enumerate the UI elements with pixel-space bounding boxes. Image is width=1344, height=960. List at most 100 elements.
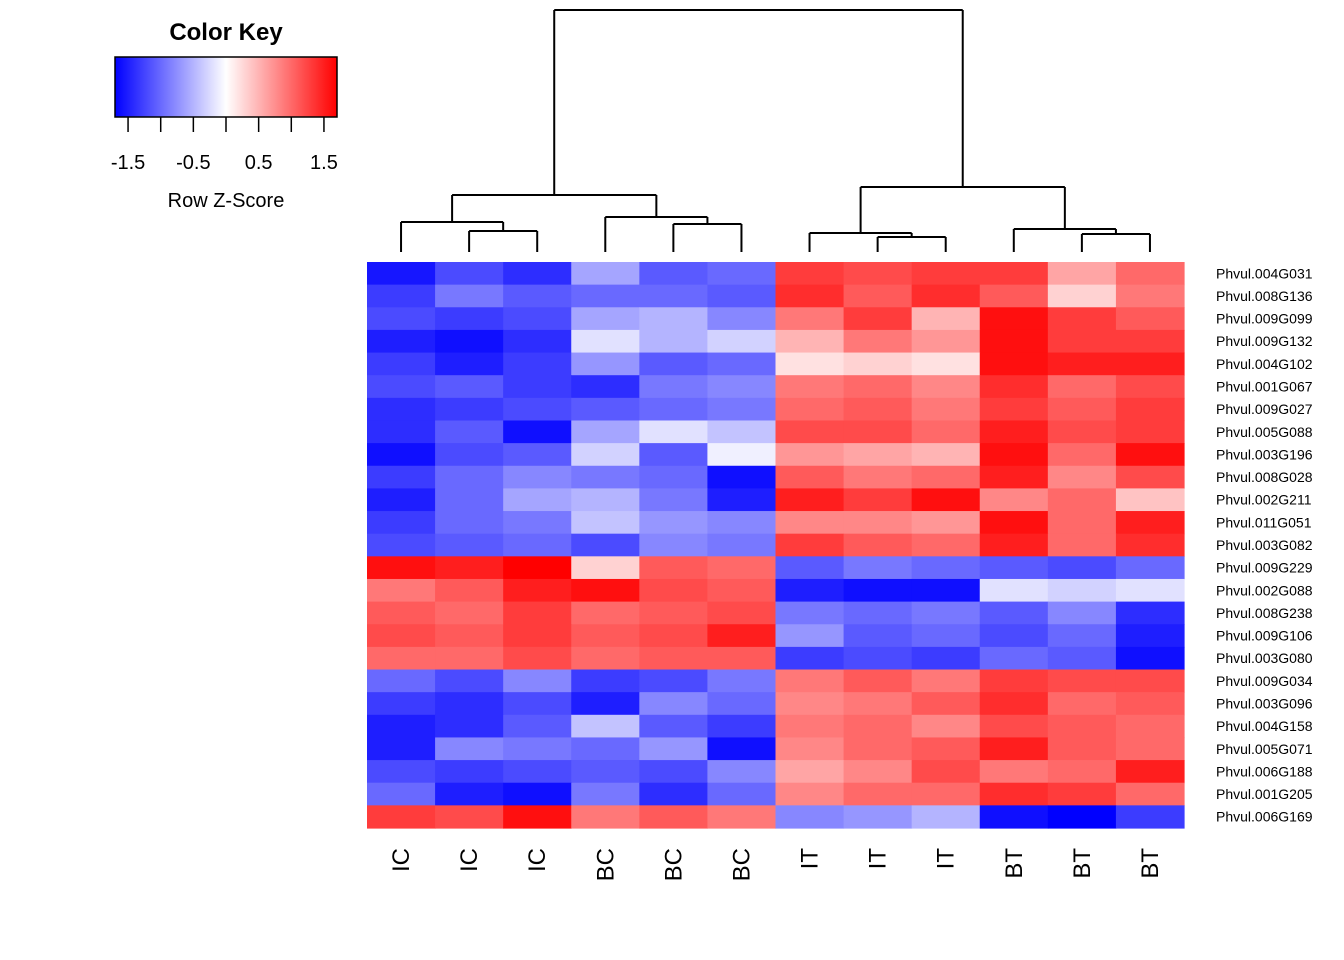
heatmap-cell — [979, 692, 1049, 716]
column-labels: IC IC IC BC BC BC IT IT IT BT BT BT — [388, 848, 1164, 882]
heatmap-cell — [367, 556, 436, 580]
heatmap-cell — [367, 465, 436, 489]
heatmap-cell — [639, 397, 709, 422]
heatmap-cell — [367, 511, 436, 535]
heatmap-cell — [639, 307, 709, 331]
row-label: Phvul.003G082 — [1216, 537, 1313, 553]
row-label: Phvul.008G136 — [1216, 288, 1313, 304]
heatmap-cell — [435, 692, 504, 716]
heatmap-cell — [1047, 760, 1117, 784]
heatmap-cell — [503, 805, 572, 829]
heatmap-cell — [639, 488, 709, 512]
heatmap-cell — [707, 737, 777, 761]
heatmap-cell — [435, 714, 504, 739]
heatmap-cell — [843, 352, 913, 376]
heatmap-cell — [639, 646, 709, 671]
heatmap-cell — [707, 397, 777, 422]
heatmap-cell — [979, 329, 1049, 354]
row-label: Phvul.009G034 — [1216, 673, 1313, 689]
heatmap-cell — [707, 511, 777, 535]
heatmap-cell — [843, 578, 913, 603]
heatmap-cell — [367, 397, 436, 422]
heatmap-cell — [367, 692, 436, 716]
heatmap-cell — [367, 420, 436, 444]
heatmap-cell — [503, 420, 572, 444]
heatmap-cell — [911, 805, 981, 829]
heatmap-cell — [775, 669, 845, 693]
heatmap-cell — [911, 420, 981, 444]
heatmap-cell — [1047, 669, 1117, 693]
heatmap-cell — [775, 805, 845, 829]
heatmap-cell — [503, 262, 572, 286]
heatmap-cell — [775, 533, 845, 557]
heatmap-cell — [911, 488, 981, 512]
color-key-gradient — [114, 56, 338, 118]
row-label: Phvul.009G229 — [1216, 560, 1313, 576]
heatmap-cell — [503, 714, 572, 739]
heatmap-cell — [367, 782, 436, 806]
heatmap-cell — [1115, 805, 1185, 829]
row-label: Phvul.009G027 — [1216, 401, 1313, 417]
heatmap-cell — [843, 307, 913, 331]
heatmap-cell — [367, 578, 436, 603]
heatmap-cell — [639, 375, 709, 399]
heatmap-cell — [571, 329, 640, 354]
heatmap-cell — [707, 578, 777, 603]
heatmap-cell — [367, 646, 436, 671]
column-label: BT — [1001, 848, 1028, 879]
heatmap-cell — [367, 352, 436, 376]
heatmap-cell — [979, 284, 1049, 308]
row-label: Phvul.003G096 — [1216, 695, 1313, 711]
heatmap-cell — [1115, 329, 1185, 354]
heatmap-cell — [843, 692, 913, 716]
heatmap-cell — [1115, 714, 1185, 739]
heatmap-cell — [775, 601, 845, 625]
heatmap-cell — [435, 646, 504, 671]
column-label: BC — [660, 848, 687, 881]
heatmap-cell — [503, 601, 572, 625]
heatmap-cell — [707, 375, 777, 399]
column-label: BC — [592, 848, 619, 881]
row-label: Phvul.005G088 — [1216, 424, 1313, 440]
heatmap-cell — [367, 262, 436, 286]
heatmap-cell — [1115, 782, 1185, 806]
heatmap-cell — [639, 533, 709, 557]
heatmap-cell — [775, 465, 845, 489]
heatmap-cell — [435, 782, 504, 806]
heatmap-cell — [979, 669, 1049, 693]
heatmap-cell — [843, 714, 913, 739]
heatmap-cell — [367, 760, 436, 784]
heatmap-cell — [435, 352, 504, 376]
heatmap-cell — [1115, 578, 1185, 603]
heatmap-cell — [571, 556, 640, 580]
heatmap-cell — [639, 262, 709, 286]
heatmap-cell — [571, 692, 640, 716]
heatmap-cell — [571, 624, 640, 648]
heatmap-cell — [911, 533, 981, 557]
heatmap-cell — [979, 397, 1049, 422]
row-label: Phvul.009G106 — [1216, 628, 1313, 644]
row-label: Phvul.003G080 — [1216, 650, 1313, 666]
heatmap-cell — [1047, 375, 1117, 399]
heatmap-cell — [503, 782, 572, 806]
heatmap-cell — [639, 737, 709, 761]
heatmap-cell — [911, 737, 981, 761]
heatmap-cell — [435, 669, 504, 693]
heatmap-cell — [1115, 375, 1185, 399]
heatmap-cell — [571, 601, 640, 625]
heatmap-cell — [979, 465, 1049, 489]
heatmap-cell — [707, 601, 777, 625]
heatmap-cell — [639, 578, 709, 603]
heatmap-cell — [707, 488, 777, 512]
heatmap-cell — [707, 329, 777, 354]
heatmap-cell — [843, 760, 913, 784]
heatmap-cell — [1047, 556, 1117, 580]
heatmap-cell — [1047, 307, 1117, 331]
row-label: Phvul.001G205 — [1216, 786, 1313, 802]
heatmap-cell — [843, 420, 913, 444]
heatmap-cell — [435, 375, 504, 399]
row-label: Phvul.003G196 — [1216, 446, 1313, 462]
heatmap-cell — [979, 624, 1049, 648]
column-label: BC — [728, 848, 755, 881]
heatmap-cell — [435, 284, 504, 308]
